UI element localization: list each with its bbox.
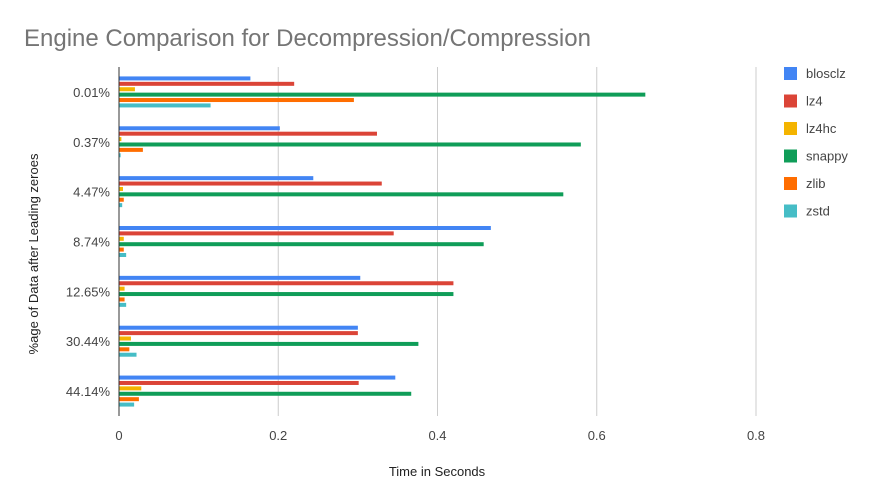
x-axis-label: Time in Seconds [389, 464, 486, 479]
bar-blosclz-0 [119, 76, 251, 81]
legend-swatch-zstd [784, 204, 797, 218]
legend-swatch-zlib [784, 177, 797, 190]
bar-zstd-2 [119, 203, 123, 208]
bar-lz4-1 [119, 131, 377, 136]
bar-zstd-5 [119, 352, 137, 357]
bar-zstd-6 [119, 402, 135, 407]
y-tick-label: 0.37% [73, 135, 110, 150]
bar-lz4hc-0 [119, 87, 135, 92]
bar-blosclz-1 [119, 126, 280, 131]
legend-label-lz4hc: lz4hc [806, 121, 837, 136]
legend-swatch-lz4 [784, 94, 797, 108]
bar-lz4-2 [119, 181, 382, 186]
bar-snappy-0 [119, 92, 646, 97]
bar-zstd-1 [119, 153, 121, 158]
x-tick-label: 0.2 [269, 428, 287, 443]
legend-label-lz4: lz4 [806, 94, 823, 109]
bars [119, 76, 646, 407]
legend-label-snappy: snappy [806, 149, 848, 164]
legend-swatch-blosclz [784, 67, 797, 80]
y-tick-label: 8.74% [73, 235, 110, 250]
legend-swatch-lz4hc [784, 122, 797, 135]
bar-zstd-0 [119, 103, 211, 108]
bar-zstd-4 [119, 302, 127, 307]
legend: blosclz lz4 lz4hc snappy zlib zstd [784, 66, 848, 219]
x-tick-label: 0 [115, 428, 122, 443]
y-tick-label: 44.14% [66, 384, 111, 399]
bar-lz4hc-5 [119, 336, 131, 341]
x-tick-label: 0.8 [747, 428, 765, 443]
bar-blosclz-5 [119, 325, 358, 330]
bar-lz4-5 [119, 331, 358, 336]
x-ticks: 0 0.2 0.4 0.6 0.8 [115, 428, 765, 443]
bar-lz4hc-2 [119, 186, 123, 191]
bar-blosclz-6 [119, 375, 396, 380]
bar-lz4-0 [119, 81, 295, 86]
bar-lz4hc-3 [119, 236, 124, 241]
bar-lz4-6 [119, 380, 359, 385]
bar-zlib-0 [119, 98, 354, 103]
bar-lz4-3 [119, 231, 394, 236]
bar-lz4hc-6 [119, 386, 142, 391]
y-tick-label: 0.01% [73, 85, 110, 100]
bar-blosclz-2 [119, 176, 314, 181]
bar-snappy-6 [119, 391, 412, 396]
bar-lz4hc-4 [119, 286, 125, 291]
legend-swatch-snappy [784, 149, 797, 163]
bar-zlib-3 [119, 247, 124, 252]
y-ticks: 0.01% 0.37% 4.47% 8.74% 12.65% 30.44% 44.14% [66, 85, 111, 399]
bar-snappy-2 [119, 192, 564, 197]
bar-snappy-4 [119, 292, 454, 297]
bar-lz4-4 [119, 281, 454, 286]
bar-snappy-1 [119, 142, 581, 147]
chart-title: Engine Comparison for Decompression/Comp… [24, 25, 591, 52]
legend-label-zlib: zlib [806, 176, 826, 191]
grid [277, 67, 757, 416]
bar-zstd-3 [119, 253, 127, 257]
y-tick-label: 4.47% [73, 185, 110, 200]
legend-label-blosclz: blosclz [806, 66, 846, 81]
bar-zlib-2 [119, 197, 124, 202]
y-axis-label: %age of Data after Leading zeroes [26, 153, 41, 354]
bar-blosclz-4 [119, 275, 361, 280]
bar-zlib-1 [119, 147, 143, 152]
y-tick-label: 30.44% [66, 334, 111, 349]
bar-blosclz-3 [119, 226, 491, 230]
bar-snappy-5 [119, 341, 419, 346]
bar-zlib-6 [119, 397, 139, 402]
x-tick-label: 0.4 [428, 428, 446, 443]
legend-label-zstd: zstd [806, 204, 830, 219]
bar-lz4hc-1 [119, 137, 122, 142]
bar-zlib-5 [119, 347, 130, 352]
x-tick-label: 0.6 [588, 428, 606, 443]
bar-snappy-3 [119, 242, 484, 247]
y-tick-label: 12.65% [66, 284, 111, 299]
bar-zlib-4 [119, 297, 125, 302]
